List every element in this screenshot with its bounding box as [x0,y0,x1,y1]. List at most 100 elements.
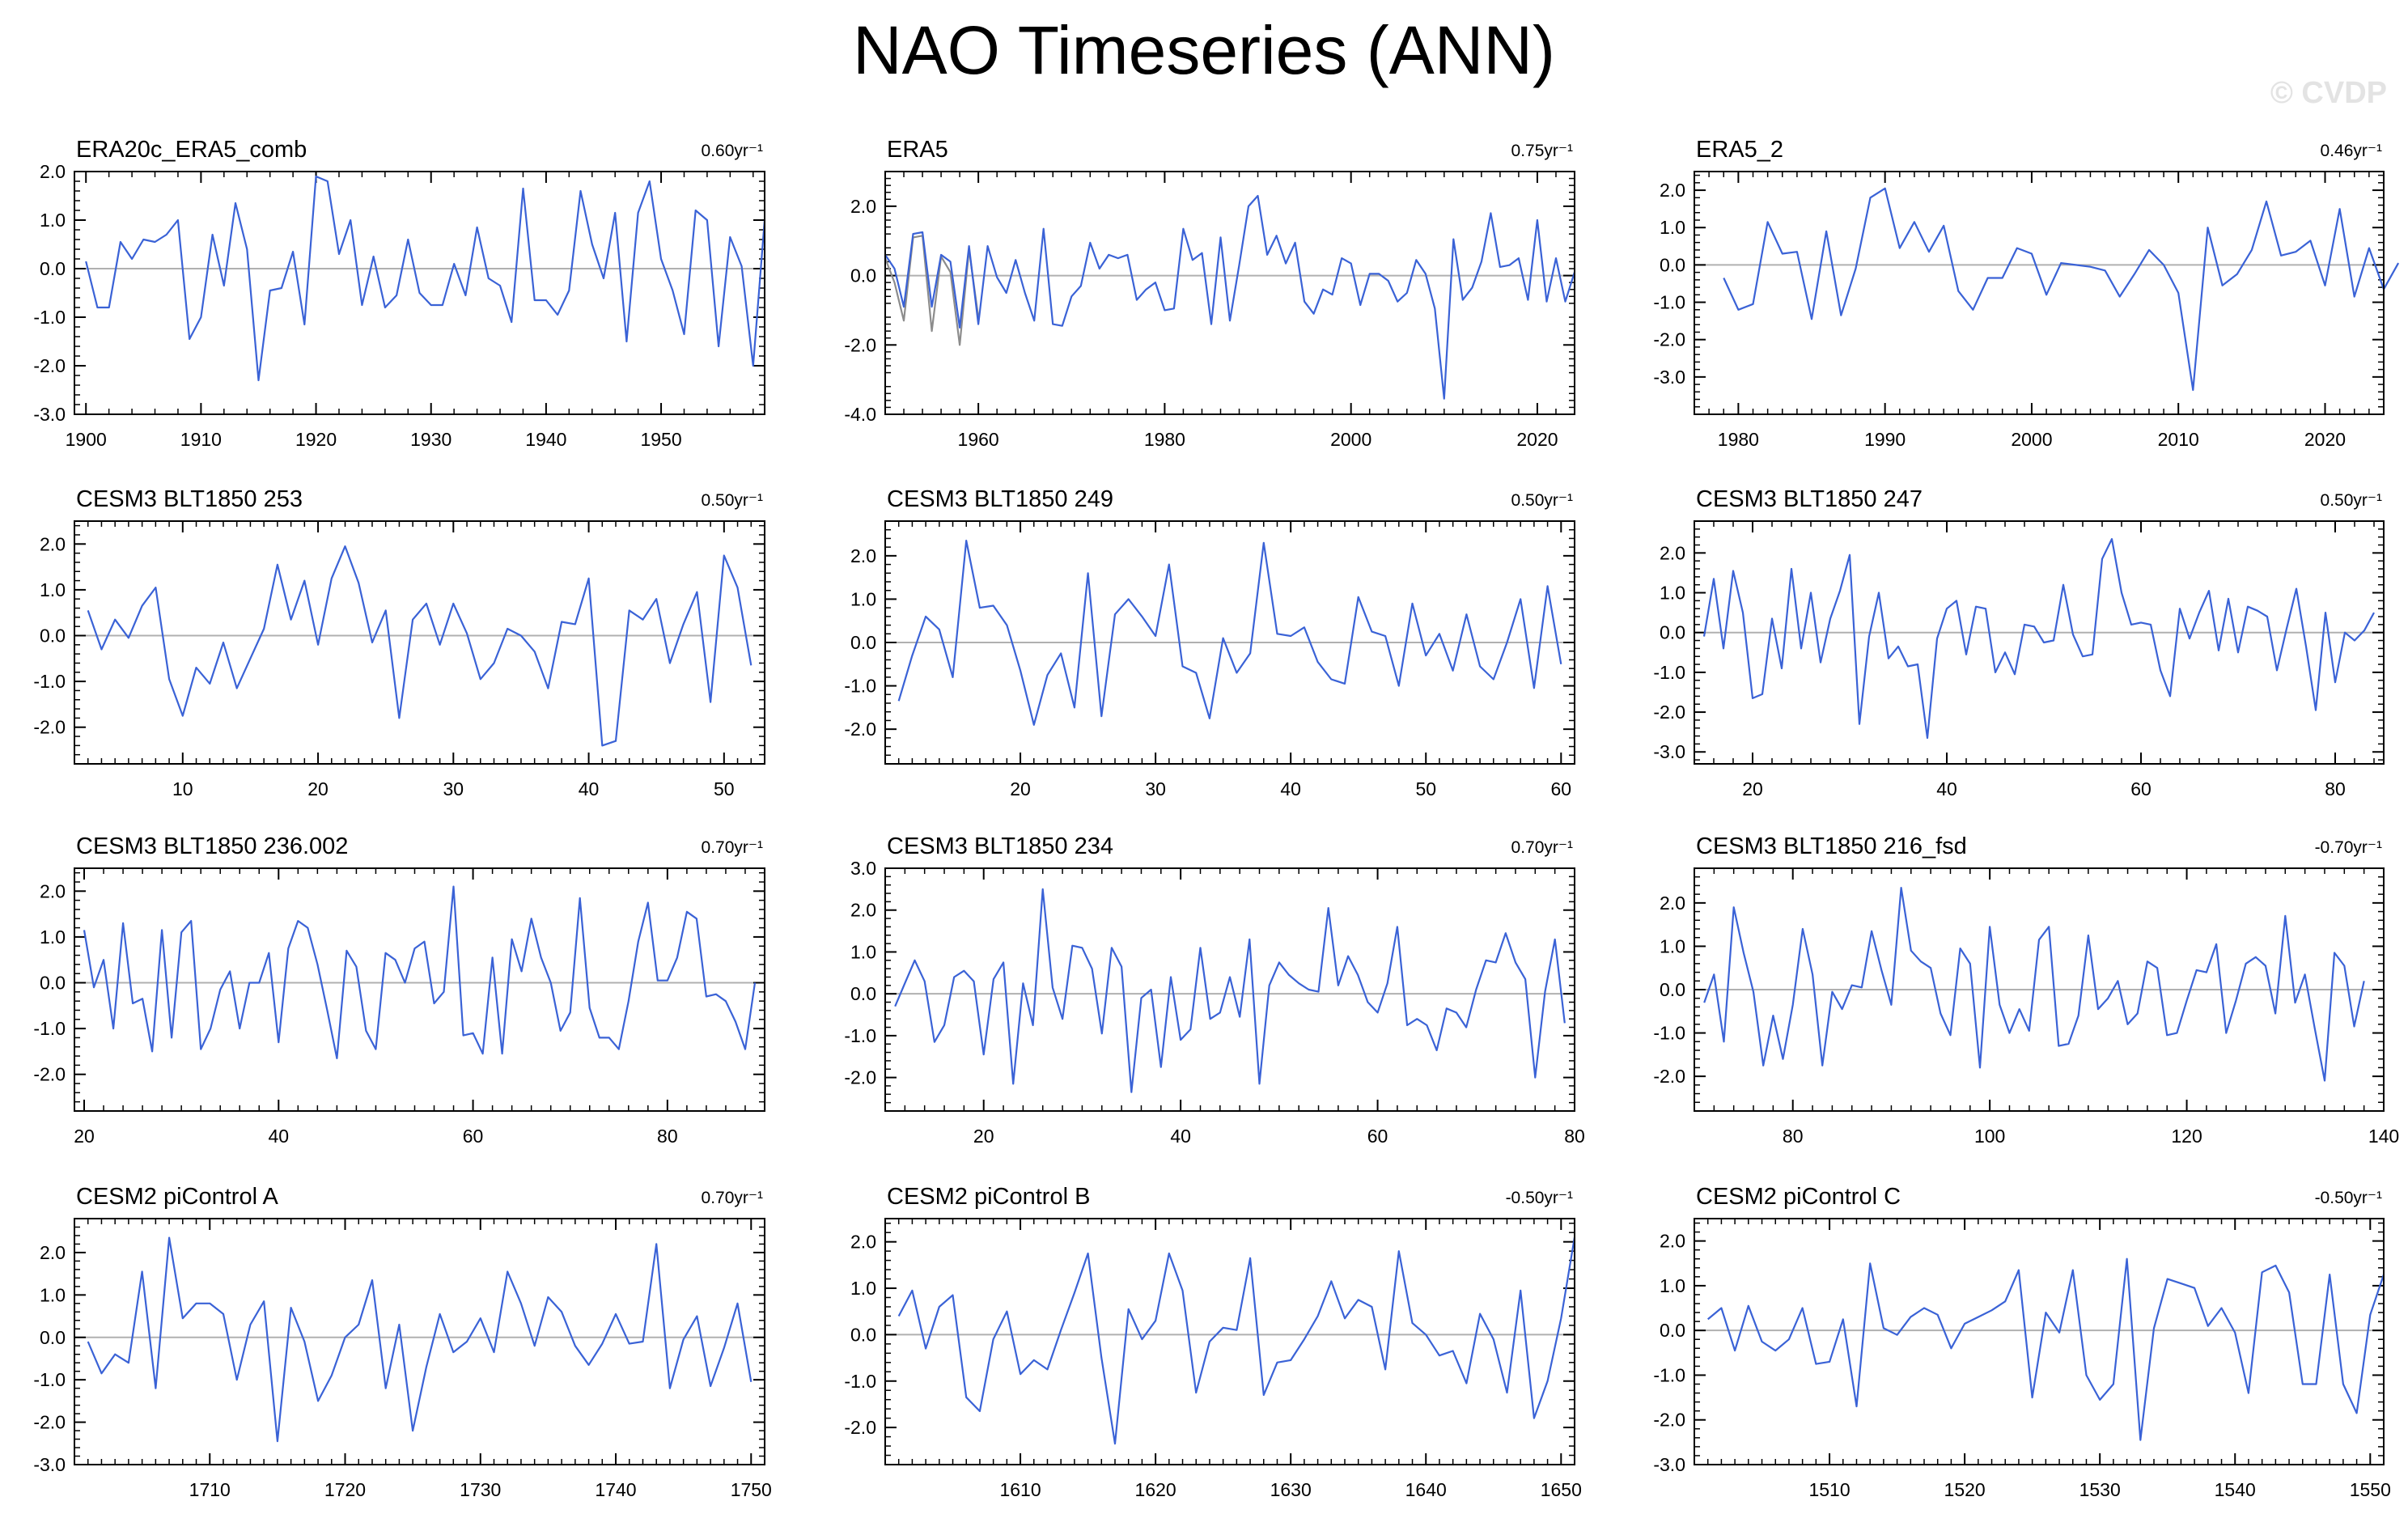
panel-4: CESM3 BLT1850 253 0.50yr⁻¹ 10 20 30 40 50 -2.0 -… [33,486,765,799]
nao-series-line [1703,886,2365,1082]
x-tick-label: 20 [307,778,329,799]
y-tick-label: -2.0 [844,1417,876,1438]
plot-frame [1694,520,2385,765]
x-tick-label: 1960 [958,429,999,450]
trend-label: -0.50yr⁻¹ [2315,1189,2382,1207]
x-tick-label: 100 [1974,1126,2005,1147]
y-tick-label: -3.0 [1653,1454,1685,1475]
y-tick-label: 2.0 [1660,542,1685,563]
nao-series-line [85,175,766,382]
x-tick-label: 1910 [180,429,222,450]
x-tick-label: 1930 [410,429,451,450]
y-tick-label: -1.0 [33,1369,66,1390]
nao-series-line [897,539,1562,726]
trend-label: -0.70yr⁻¹ [2315,838,2382,857]
x-tick-label: 60 [2130,778,2152,799]
x-tick-label: 60 [1367,1126,1388,1147]
y-tick-label: 2.0 [1660,893,1685,914]
x-tick-label: 1920 [295,429,337,450]
y-tick-label: 2.0 [1660,180,1685,201]
plot-frame [1694,171,2385,415]
panel-9: CESM3 BLT1850 216_fsd -0.70yr⁻¹ 80 100 120 14… [1653,833,2399,1147]
nao-series-line [87,545,752,747]
panel-title: CESM3 BLT1850 247 [1696,486,1923,512]
x-tick-label: 40 [1280,778,1301,799]
x-tick-label: 40 [579,778,600,799]
x-tick-label: 1750 [731,1479,772,1500]
y-tick-label: 1.0 [1660,217,1685,238]
panel-title: CESM3 BLT1850 249 [887,486,1113,512]
y-tick-label: -3.0 [33,404,66,425]
panel-title: CESM2 piControl B [887,1184,1090,1210]
y-tick-label: -3.0 [1653,741,1685,762]
y-tick-label: 0.0 [850,1324,876,1345]
panel-7: CESM3 BLT1850 236.002 0.70yr⁻¹ 20 40 60 80 -2.… [33,833,765,1147]
y-tick-label: -2.0 [33,717,66,738]
x-tick-label: 1980 [1718,429,1759,450]
x-tick-label: 40 [268,1126,289,1147]
trend-label: -0.50yr⁻¹ [1506,1189,1573,1207]
plot-frame [74,171,765,415]
x-tick-label: 2020 [1516,429,1558,450]
y-tick-label: 2.0 [850,1232,876,1253]
y-tick-label: -2.0 [844,719,876,740]
x-tick-label: 1540 [2215,1479,2256,1500]
x-tick-label: 1650 [1541,1479,1582,1500]
trend-label: 0.60yr⁻¹ [702,142,763,160]
panel-title: CESM2 piControl A [76,1184,278,1210]
panel-3: ERA5_2 0.46yr⁻¹ 1980 1990 2000 2010 2020 -3.0 -2… [1653,137,2400,450]
panel-6: CESM3 BLT1850 247 0.50yr⁻¹ 20 40 60 80 -3.0 -2.… [1653,486,2385,799]
y-tick-label: -1.0 [1653,292,1685,313]
x-tick-label: 20 [1742,778,1763,799]
x-tick-label: 30 [443,778,464,799]
y-tick-label: -2.0 [1653,1066,1685,1087]
panel-title: CESM3 BLT1850 234 [887,833,1113,859]
x-tick-label: 2000 [1330,429,1371,450]
x-tick-label: 50 [1415,778,1436,799]
y-tick-label: -2.0 [844,1067,876,1088]
y-tick-label: 2.0 [40,533,66,554]
x-tick-label: 80 [1783,1126,1804,1147]
trend-label: 0.50yr⁻¹ [2321,491,2382,510]
y-tick-label: 1.0 [40,210,66,231]
y-tick-label: 1.0 [850,1278,876,1299]
plot-frame [884,867,1575,1112]
panel-title: ERA20c_ERA5_comb [76,137,307,163]
x-tick-label: 1630 [1270,1479,1312,1500]
y-tick-label: -3.0 [33,1454,66,1475]
y-tick-label: 0.0 [40,1327,66,1348]
panel-title: CESM3 BLT1850 236.002 [76,833,348,859]
y-tick-label: 0.0 [40,973,66,994]
y-tick-label: 0.0 [1660,979,1685,1000]
x-tick-label: 1730 [460,1479,501,1500]
y-tick-label: 0.0 [1660,254,1685,275]
y-tick-label: 1.0 [40,579,66,600]
x-tick-label: 20 [74,1126,95,1147]
plot-frame [1694,867,2385,1112]
x-tick-label: 2020 [2304,429,2346,450]
panel-1: ERA20c_ERA5_comb 0.60yr⁻¹ 1900 1910 1920 1930… [33,137,766,450]
plot-frame [1694,1218,2385,1465]
nao-series-line [1702,537,2375,740]
x-tick-label: 1940 [525,429,566,450]
panel-title: CESM3 BLT1850 253 [76,486,303,512]
y-tick-label: 1.0 [40,1284,66,1305]
y-tick-label: 2.0 [850,196,876,217]
panel-title: ERA5 [887,137,948,163]
y-tick-label: 1.0 [1660,935,1685,956]
trend-label: 0.70yr⁻¹ [1511,838,1573,857]
y-tick-label: -1.0 [33,671,66,692]
x-tick-label: 60 [463,1126,484,1147]
page-title: NAO Timeseries (ANN) [852,12,1556,88]
y-tick-label: -2.0 [844,334,876,355]
x-tick-label: 1610 [999,1479,1041,1500]
x-tick-label: 40 [1936,778,1957,799]
x-tick-label: 2000 [2011,429,2052,450]
x-tick-label: 40 [1170,1126,1191,1147]
x-tick-label: 10 [172,778,193,799]
x-tick-label: 80 [1564,1126,1585,1147]
nao-series-line [1723,187,2400,392]
y-tick-label: 1.0 [1660,583,1685,604]
y-tick-label: -4.0 [844,404,876,425]
